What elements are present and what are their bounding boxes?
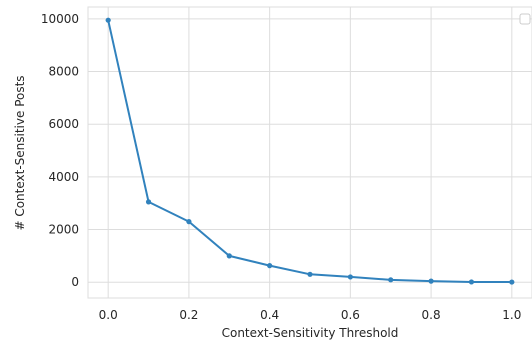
plot-frame (87, 6, 532, 299)
series-layer (105, 17, 515, 285)
y-tick-label: 10000 (41, 12, 79, 26)
x-tick-label: 0.4 (260, 308, 279, 322)
y-tick-label: 4000 (48, 170, 79, 184)
data-point (307, 271, 313, 277)
data-point (347, 274, 353, 280)
data-point (186, 219, 192, 225)
y-tick-labels: 0 2000 4000 6000 8000 10000 (41, 12, 79, 289)
data-point (509, 279, 515, 285)
data-point (267, 263, 273, 269)
x-tick-label: 0.8 (422, 308, 441, 322)
data-point (226, 253, 232, 259)
series-line (107, 19, 513, 284)
data-point (468, 279, 475, 285)
y-tick-label: 2000 (48, 223, 79, 237)
data-point (428, 278, 434, 284)
legend-box (519, 13, 531, 25)
y-tick-label: 6000 (48, 117, 79, 131)
data-point (388, 277, 394, 283)
grid-lines (88, 7, 532, 298)
data-point (145, 199, 152, 205)
x-tick-label: 0.0 (99, 308, 118, 322)
x-axis-label: Context-Sensitivity Threshold (222, 326, 399, 340)
x-tick-labels: 0.0 0.2 0.4 0.6 0.8 1.0 (99, 308, 522, 322)
x-tick-label: 0.6 (341, 308, 360, 322)
y-tick-label: 0 (71, 275, 79, 289)
y-axis-label: # Context-Sensitive Posts (13, 75, 27, 230)
x-tick-label: 1.0 (502, 308, 521, 322)
x-tick-label: 0.2 (179, 308, 198, 322)
y-tick-label: 8000 (48, 65, 79, 79)
data-point (105, 17, 111, 23)
